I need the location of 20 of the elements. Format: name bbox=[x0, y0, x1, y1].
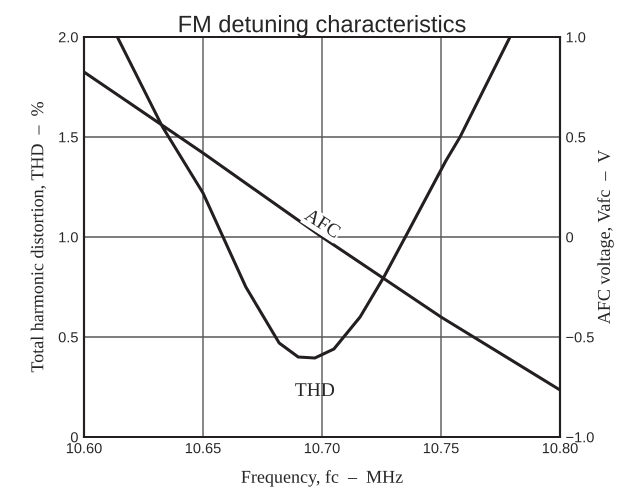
y2-tick-label: 0.5 bbox=[566, 132, 586, 142]
y-axis-title: Total harmonic distortion, THD – % bbox=[30, 102, 46, 372]
chart-title: FM detuning characteristics bbox=[180, 14, 466, 37]
y-tick-label: 2.0 bbox=[58, 32, 78, 42]
x-tick-label: 10.65 bbox=[186, 442, 221, 454]
y-tick-label: 0.5 bbox=[58, 332, 78, 342]
x-tick-label: 10.80 bbox=[542, 442, 578, 454]
y2-tick-label: 0 bbox=[566, 232, 574, 242]
x-tick-label: 10.70 bbox=[304, 442, 340, 454]
y-tick-label: 1.5 bbox=[59, 132, 78, 142]
y-tick-label: 1.0 bbox=[59, 232, 78, 242]
text: AFC bbox=[304, 207, 342, 238]
y2-tick-label: 1.0 bbox=[566, 32, 586, 42]
y-tick-label: 0 bbox=[70, 432, 78, 442]
y2-tick-label: −0.5 bbox=[566, 332, 594, 342]
x-tick-label: 10.60 bbox=[66, 442, 102, 454]
y2-axis-title: AFC voltage, Vafc – V bbox=[597, 150, 614, 324]
y2-tick-label: −1.0 bbox=[566, 432, 594, 442]
x-tick-label: 10.75 bbox=[424, 442, 459, 454]
x-axis-title: Frequency, fc – MHz bbox=[241, 470, 403, 487]
